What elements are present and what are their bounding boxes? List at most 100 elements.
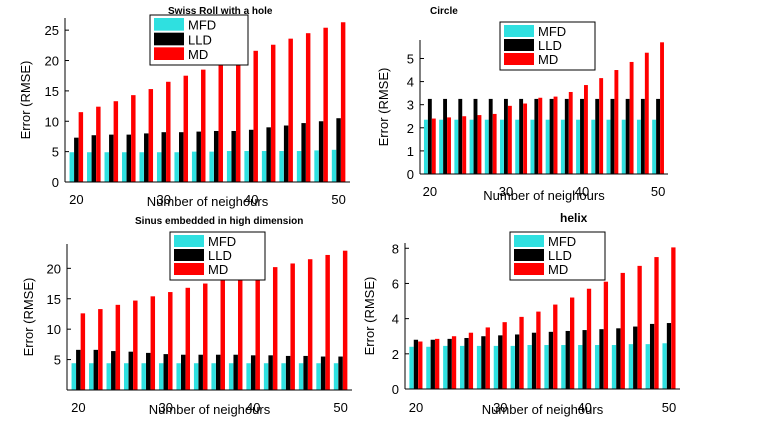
bar-lld-22: [443, 98, 448, 174]
y-axis-label: Error (RMSE): [376, 68, 391, 147]
legend-label-md: MD: [188, 47, 208, 62]
legend-swatch-md: [154, 47, 184, 60]
bar-lld-42: [599, 329, 604, 389]
bar-mfd-28: [476, 345, 482, 389]
bar-mfd-28: [139, 152, 144, 182]
bar-md-20: [80, 313, 86, 390]
chart-title: Circle: [430, 6, 458, 17]
bar-lld-48: [318, 121, 324, 182]
y-tick-label: 0: [392, 382, 399, 397]
bar-lld-46: [633, 326, 638, 389]
bar-md-48: [325, 254, 330, 390]
y-axis-label: Error (RMSE): [18, 61, 33, 140]
bar-mfd-22: [439, 119, 444, 174]
bar-mfd-26: [460, 345, 465, 389]
bar-md-38: [568, 91, 573, 174]
bar-md-42: [270, 44, 276, 183]
bar-mfd-30: [500, 119, 504, 174]
bar-md-34: [201, 69, 206, 182]
x-axis-label: Number of neighours: [149, 402, 271, 417]
bar-md-42: [599, 78, 604, 174]
bar-md-44: [288, 38, 293, 183]
bar-mfd-32: [174, 152, 179, 182]
bar-lld-50: [336, 118, 341, 182]
bar-lld-28: [144, 133, 149, 182]
x-tick-label: 40: [577, 400, 591, 415]
bar-lld-20: [413, 339, 419, 389]
bar-md-32: [185, 287, 191, 390]
bar-mfd-38: [228, 363, 234, 390]
chart-panel-1: 0 5 10 15 20 25 20 30 40 50 Number of neighours Err…: [18, 6, 350, 209]
y-tick-label: 20: [45, 54, 59, 69]
y-tick-label: 0: [52, 175, 59, 190]
y-tick-label: 15: [45, 84, 59, 99]
bar-md-36: [218, 63, 223, 183]
bar-md-50: [660, 42, 664, 175]
bar-md-20: [431, 118, 436, 174]
bar-lld-40: [582, 330, 587, 389]
x-tick-label: 20: [423, 184, 437, 199]
bar-md-46: [637, 265, 642, 389]
bar-md-46: [307, 259, 313, 390]
y-tick-label: 10: [45, 114, 59, 129]
bar-lld-46: [301, 123, 306, 182]
y-tick-label: 5: [54, 353, 61, 368]
bar-md-30: [168, 292, 173, 390]
legend-swatch-mfd: [154, 18, 184, 31]
x-tick-label: 40: [575, 184, 589, 199]
bar-lld-44: [610, 98, 615, 174]
bar-mfd-44: [279, 151, 284, 182]
bar-md-32: [519, 316, 524, 389]
bar-lld-46: [625, 98, 630, 174]
bar-lld-38: [233, 354, 238, 390]
bar-lld-50: [656, 98, 661, 174]
bar-mfd-44: [281, 363, 286, 390]
bar-md-28: [492, 113, 497, 174]
legend-label-md: MD: [208, 262, 228, 277]
bar-lld-42: [595, 98, 600, 174]
bar-mfd-22: [426, 346, 431, 389]
bar-mfd-36: [211, 363, 216, 390]
bar-lld-22: [430, 339, 435, 389]
x-axis-label: Number of neighours: [147, 194, 269, 209]
bar-md-46: [305, 33, 311, 182]
bar-lld-20: [427, 98, 432, 174]
y-tick-label: 5: [52, 145, 59, 160]
bar-lld-30: [163, 354, 168, 390]
bar-mfd-20: [409, 346, 414, 389]
x-axis-label: Number of neighours: [482, 402, 604, 417]
bar-md-28: [148, 89, 154, 182]
legend-label-lld: LLD: [188, 32, 212, 47]
chart-panel-4: 0 2 4 6 8 20 30 40 50 Number of neighours Error (R…: [362, 211, 680, 417]
bar-lld-24: [458, 98, 463, 174]
x-axis-label: Number of neighours: [483, 188, 605, 203]
bar-mfd-38: [561, 345, 566, 389]
bar-md-40: [586, 288, 592, 389]
bar-lld-40: [250, 355, 256, 390]
bar-lld-38: [565, 330, 570, 389]
y-tick-label: 3: [407, 98, 414, 113]
legend-label-mfd: MFD: [538, 24, 566, 39]
bar-lld-32: [179, 132, 184, 182]
bar-md-28: [485, 327, 490, 389]
bar-mfd-24: [454, 119, 459, 174]
bar-mfd-38: [560, 119, 565, 174]
bar-mfd-46: [298, 363, 304, 390]
bar-mfd-30: [158, 363, 164, 390]
bar-mfd-22: [89, 363, 94, 390]
bar-lld-22: [91, 135, 97, 182]
bar-lld-26: [464, 337, 469, 389]
bar-md-50: [340, 22, 346, 182]
bar-md-26: [477, 115, 482, 174]
legend-swatch-md: [174, 263, 204, 275]
bar-md-20: [418, 341, 423, 389]
bar-lld-36: [549, 98, 554, 174]
bar-md-48: [654, 257, 659, 389]
legend-swatch-lld: [514, 249, 544, 261]
bar-lld-38: [564, 98, 569, 174]
bar-md-34: [538, 97, 543, 174]
bar-mfd-30: [493, 345, 499, 389]
bar-mfd-50: [333, 363, 339, 390]
bar-md-26: [468, 332, 474, 389]
bar-md-40: [255, 270, 260, 390]
